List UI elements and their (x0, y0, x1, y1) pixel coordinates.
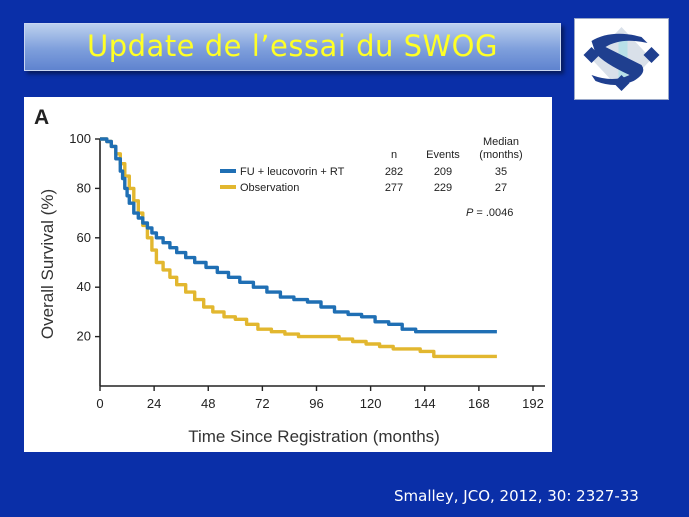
legend-header-events: Events (426, 149, 460, 161)
chart-panel: A Overall Survival (%) Time Since Regist… (24, 97, 552, 452)
series-line-fu-leucovorin-rt (100, 137, 497, 334)
y-axis-label: Overall Survival (%) (38, 189, 57, 339)
legend-n-observation: 277 (385, 182, 403, 194)
x-tick-label: 168 (468, 396, 490, 411)
p-value-label: P (466, 207, 474, 219)
x-tick-label: 192 (522, 396, 544, 411)
swog-logo-icon (583, 27, 660, 91)
x-tick-label: 120 (360, 396, 382, 411)
survival-chart: A Overall Survival (%) Time Since Regist… (34, 106, 545, 446)
ticks-layer: 0 24 48 72 96 120 144 168 192 20 40 60 80 100 (69, 131, 544, 411)
series-line-observation (100, 137, 497, 359)
legend-median-fu: 35 (495, 166, 507, 178)
legend-header-n: n (391, 149, 397, 161)
slide-title: Update de l’essai du SWOG (87, 29, 498, 63)
y-tick-label: 60 (77, 230, 91, 245)
logo-box (574, 18, 669, 100)
legend-n-fu: 282 (385, 166, 403, 178)
legend-label-observation: Observation (240, 182, 299, 194)
y-tick-label: 80 (77, 180, 91, 195)
legend-header-months: (months) (479, 149, 522, 161)
y-tick-label: 100 (69, 131, 91, 146)
series-layer (100, 137, 497, 359)
legend-events-fu: 209 (434, 166, 452, 178)
y-tick-label: 40 (77, 279, 91, 294)
x-axis-label: Time Since Registration (months) (188, 427, 440, 446)
x-tick-label: 72 (255, 396, 269, 411)
title-bar: Update de l’essai du SWOG (24, 23, 561, 71)
legend-header-median: Median (483, 136, 519, 148)
legend-label-fu: FU + leucovorin + RT (240, 166, 345, 178)
x-tick-label: 48 (201, 396, 215, 411)
legend-median-observation: 27 (495, 182, 507, 194)
x-tick-label: 96 (309, 396, 323, 411)
legend-events-observation: 229 (434, 182, 452, 194)
citation: Smalley, JCO, 2012, 30: 2327-33 (394, 487, 639, 505)
x-tick-label: 0 (96, 396, 103, 411)
p-value-number: = .0046 (476, 207, 513, 219)
p-value: P = .0046 (466, 207, 513, 219)
x-tick-label: 144 (414, 396, 436, 411)
y-tick-label: 20 (77, 329, 91, 344)
panel-label: A (34, 106, 49, 129)
x-tick-label: 24 (147, 396, 161, 411)
